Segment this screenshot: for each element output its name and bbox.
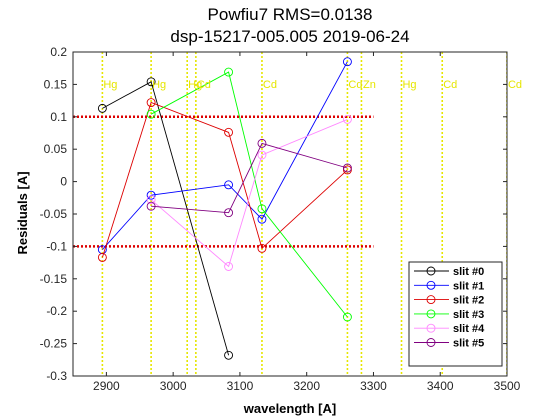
y-tick-label-3: -0.15: [40, 272, 68, 286]
series-4-point-2: [257, 150, 267, 160]
series-line-5: [151, 142, 348, 214]
x-tick-label-3: 3200: [293, 379, 320, 393]
marker-label-7: Hg: [402, 79, 416, 91]
y-tick-label-9: 0.15: [44, 77, 68, 91]
y-tick-label-7: 0.05: [44, 142, 68, 156]
chart-title: Powfiu7 RMS=0.0138: [208, 5, 373, 24]
legend-label-0: slit #0: [453, 266, 484, 278]
legend-marker-2: [426, 295, 436, 305]
legend: slit #0 slit #1 slit #2 slit #3 slit #4 slit …: [408, 261, 503, 367]
series-3-point-3: [342, 312, 352, 322]
marker-label-1: Hg: [152, 79, 166, 91]
x-tick-label-0: 2900: [93, 379, 120, 393]
series-1-point-4: [342, 57, 352, 67]
series-3-point-1: [224, 67, 234, 77]
y-tick-label-4: -0.1: [46, 239, 67, 253]
series-2-point-0: [97, 252, 107, 262]
chart-subtitle: dsp-15217-005.005 2019-06-24: [170, 27, 409, 46]
series-4-point-3: [342, 114, 352, 124]
y-axis-label: Residuals [A]: [15, 171, 30, 254]
x-tick-label-1: 3000: [160, 379, 187, 393]
series-4-point-1: [224, 262, 234, 271]
series-5-point-0: [146, 201, 156, 211]
series-5-point-1: [224, 208, 234, 218]
plot-contents: [73, 52, 507, 376]
series-line-3: [150, 71, 348, 318]
y-tick-label-6: 0: [60, 175, 67, 189]
series-0-point-0: [97, 103, 107, 113]
legend-label-5: slit #5: [453, 338, 484, 350]
marker-label-4: Cd: [263, 79, 277, 91]
legend-marker-4: [426, 323, 436, 333]
series-5-point-3: [342, 163, 352, 173]
marker-label-2: Hg: [188, 79, 202, 91]
series-1-point-1: [146, 190, 156, 200]
x-tick-label-6: 3500: [494, 379, 521, 393]
legend-label-2: slit #2: [453, 295, 484, 307]
series-0-point-2: [224, 350, 234, 360]
legend-marker-3: [426, 309, 436, 319]
series-4-point-0: [146, 195, 156, 205]
marker-label-6: Zn: [363, 79, 376, 91]
marker-label-5: Cd: [348, 79, 362, 91]
y-tick-label-1: -0.25: [40, 337, 68, 351]
x-axis-label: wavelength [A]: [243, 401, 336, 416]
x-tick-label-5: 3400: [427, 379, 454, 393]
y-tick-label-5: -0.05: [40, 207, 68, 221]
series-2-point-3: [257, 243, 267, 253]
series-line-2: [101, 101, 348, 258]
series-2-point-2: [224, 127, 234, 137]
series-2-point-1: [146, 98, 156, 107]
series-1-point-2: [224, 180, 234, 190]
legend-label-3: slit #3: [453, 309, 484, 321]
series-line-4: [150, 118, 348, 268]
series-3-point-2: [257, 204, 267, 214]
marker-label-8: Cd: [443, 79, 457, 91]
y-tick-label-2: -0.2: [46, 304, 67, 318]
series-1-point-3: [257, 214, 267, 224]
legend-label-1: slit #1: [453, 280, 484, 292]
marker-label-3: Cd: [197, 79, 211, 91]
y-tick-label-10: 0.2: [50, 45, 67, 59]
series-5-point-2: [257, 138, 267, 148]
x-tick-label-4: 3300: [360, 379, 387, 393]
x-tick-label-2: 3100: [227, 379, 254, 393]
series-3-point-0: [146, 109, 156, 119]
legend-label-4: slit #4: [453, 323, 485, 335]
marker-label-9: Cd: [508, 79, 522, 91]
legend-marker-5: [426, 338, 436, 347]
y-tick-label-8: 0.1: [50, 110, 67, 124]
y-tick-label-0: -0.3: [46, 369, 67, 383]
series-0-point-1: [146, 77, 156, 87]
legend-marker-0: [426, 266, 436, 276]
series-line-1: [102, 61, 348, 250]
series-line-0: [102, 81, 230, 356]
legend-marker-1: [426, 280, 436, 290]
marker-label-0: Hg: [103, 79, 117, 91]
